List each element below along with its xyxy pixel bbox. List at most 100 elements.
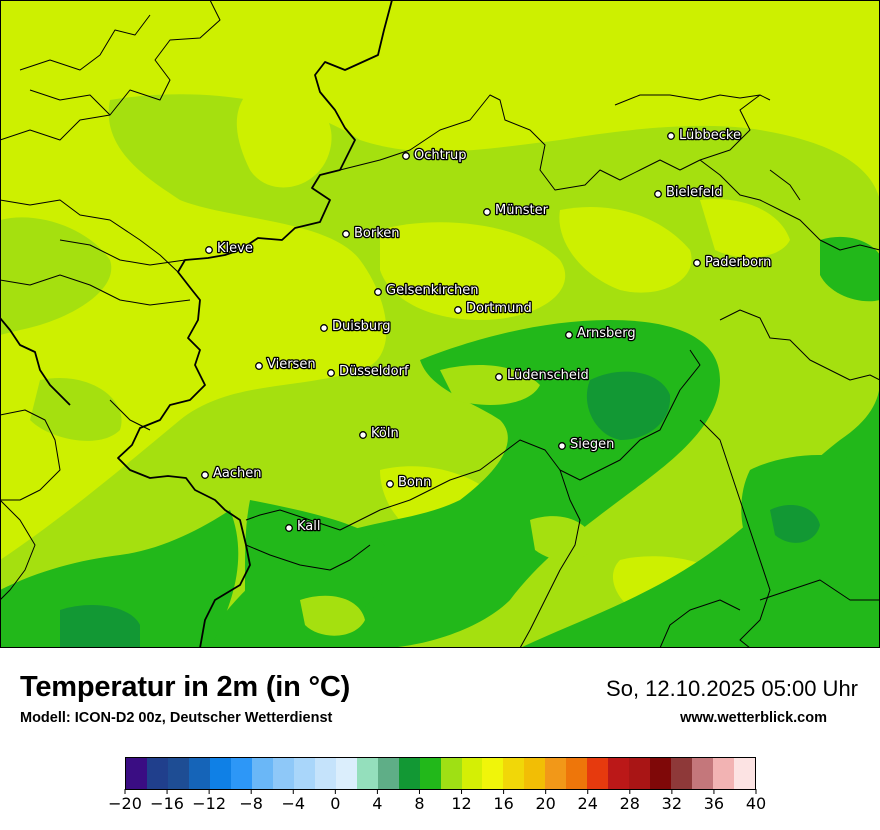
colorbar-tick-label: 20 bbox=[535, 794, 556, 813]
city-ochtrup[interactable]: Ochtrup bbox=[402, 147, 468, 164]
colorbar-swatch bbox=[440, 758, 462, 789]
forecast-datetime: So, 12.10.2025 05:00 Uhr bbox=[606, 676, 858, 701]
colorbar-swatch bbox=[126, 758, 147, 789]
colorbar-swatch bbox=[482, 758, 504, 789]
colorbar-swatch bbox=[587, 758, 609, 789]
city-viersen[interactable]: Viersen bbox=[255, 356, 317, 373]
city-label: Borken bbox=[354, 226, 400, 241]
city-siegen[interactable]: Siegen bbox=[558, 436, 616, 453]
colorbar-swatch bbox=[461, 758, 483, 789]
city-marker bbox=[402, 152, 410, 160]
source-link[interactable]: www.wetterblick.com bbox=[680, 710, 827, 726]
city-marker bbox=[558, 442, 566, 450]
city-label: Gelsenkirchen bbox=[386, 283, 479, 298]
city-label: Lübbecke bbox=[679, 128, 741, 143]
city-label: Düsseldorf bbox=[339, 364, 409, 379]
colorbar-swatch bbox=[314, 758, 336, 789]
city-duisburg[interactable]: Duisburg bbox=[320, 318, 392, 335]
city-marker bbox=[495, 373, 503, 381]
colorbar-swatch bbox=[671, 758, 693, 789]
colorbar-tick-label: 32 bbox=[661, 794, 683, 813]
colorbar-tick-label: 4 bbox=[372, 794, 383, 813]
colorbar-swatch bbox=[545, 758, 567, 789]
colorbar-tick-label: −12 bbox=[192, 794, 227, 813]
colorbar-tick-label: 24 bbox=[577, 794, 598, 813]
colorbar-swatch bbox=[188, 758, 210, 789]
city-arnsberg[interactable]: Arnsberg bbox=[565, 325, 637, 342]
city-koeln[interactable]: Köln bbox=[359, 425, 400, 442]
city-muenster[interactable]: Münster bbox=[483, 202, 550, 219]
city-label: Bielefeld bbox=[666, 185, 723, 200]
city-aachen[interactable]: Aachen bbox=[201, 465, 263, 482]
colorbar-tickmarks bbox=[124, 789, 757, 794]
colorbar-swatch bbox=[293, 758, 315, 789]
city-kleve[interactable]: Kleve bbox=[205, 240, 254, 257]
colorbar-tick-label: 36 bbox=[703, 794, 725, 813]
colorbar-swatch bbox=[272, 758, 294, 789]
city-marker bbox=[386, 480, 394, 488]
temperature-zone-8 bbox=[60, 371, 820, 648]
colorbar-swatch bbox=[713, 758, 735, 789]
city-label: Münster bbox=[495, 203, 549, 218]
city-borken[interactable]: Borken bbox=[342, 225, 401, 242]
colorbar-swatch bbox=[335, 758, 357, 789]
temperature-map: Lübbecke Ochtrup Bielefeld Münster Borke… bbox=[0, 0, 880, 648]
city-label: Arnsberg bbox=[577, 326, 636, 341]
city-luedenscheid[interactable]: Lüdenscheid bbox=[495, 367, 590, 384]
city-marker bbox=[565, 331, 573, 339]
model-info: Modell: ICON-D2 00z, Deutscher Wetterdie… bbox=[20, 710, 333, 726]
colorbar-swatch bbox=[650, 758, 672, 789]
city-label: Duisburg bbox=[332, 319, 391, 334]
colorbar-tick-label: −4 bbox=[281, 794, 306, 813]
city-luebbecke[interactable]: Lübbecke bbox=[667, 127, 742, 144]
city-bielefeld[interactable]: Bielefeld bbox=[654, 184, 724, 201]
city-marker bbox=[255, 362, 263, 370]
colorbar-swatch bbox=[146, 758, 168, 789]
city-label: Siegen bbox=[570, 437, 614, 452]
city-marker bbox=[359, 431, 367, 439]
colorbar-tick-label: −8 bbox=[239, 794, 263, 813]
colorbar-swatch bbox=[377, 758, 399, 789]
temperature-colorbar bbox=[125, 757, 756, 790]
city-duesseldorf[interactable]: Düsseldorf bbox=[327, 363, 410, 380]
city-label: Lüdenscheid bbox=[507, 368, 589, 383]
colorbar-swatch bbox=[524, 758, 546, 789]
city-marker bbox=[667, 132, 675, 140]
city-label: Kall bbox=[297, 519, 321, 534]
colorbar-swatch bbox=[608, 758, 630, 789]
city-label: Bonn bbox=[398, 475, 431, 490]
colorbar-tick-label: 28 bbox=[619, 794, 640, 813]
city-gelsenkirchen[interactable]: Gelsenkirchen bbox=[374, 282, 480, 299]
colorbar-swatch bbox=[356, 758, 378, 789]
city-paderborn[interactable]: Paderborn bbox=[693, 254, 773, 271]
city-label: Dortmund bbox=[466, 301, 532, 316]
colorbar-swatch bbox=[692, 758, 714, 789]
city-marker bbox=[454, 306, 462, 314]
city-marker bbox=[693, 259, 701, 267]
cities-layer: Lübbecke Ochtrup Bielefeld Münster Borke… bbox=[201, 127, 773, 535]
colorbar-tick-label: 16 bbox=[493, 794, 514, 813]
colorbar-swatch bbox=[251, 758, 273, 789]
colorbar-tick-labels: −20 −16 −12 −8 −4 0 4 8 12 16 20 24 28 32 36 40 bbox=[0, 794, 880, 818]
colorbar-swatch bbox=[230, 758, 252, 789]
city-marker bbox=[327, 369, 335, 377]
colorbar-tick-label: −20 bbox=[108, 794, 142, 813]
city-dortmund[interactable]: Dortmund bbox=[454, 300, 533, 317]
city-marker bbox=[320, 324, 328, 332]
colorbar-tick-label: 40 bbox=[745, 794, 767, 813]
colorbar-tick-label: −16 bbox=[150, 794, 184, 813]
colorbar-tick-label: 0 bbox=[330, 794, 341, 813]
colorbar-swatch bbox=[419, 758, 441, 789]
colorbar-swatch bbox=[167, 758, 189, 789]
city-kall[interactable]: Kall bbox=[285, 518, 322, 535]
colorbar-swatch bbox=[209, 758, 231, 789]
colorbar-tick-label: 8 bbox=[414, 794, 425, 813]
city-label: Paderborn bbox=[705, 255, 771, 270]
city-marker bbox=[205, 246, 213, 254]
city-bonn[interactable]: Bonn bbox=[386, 474, 433, 491]
map-title: Temperatur in 2m (in °C) bbox=[20, 671, 351, 703]
city-label: Ochtrup bbox=[414, 148, 467, 163]
city-marker bbox=[483, 208, 491, 216]
colorbar-swatch bbox=[566, 758, 588, 789]
city-label: Viersen bbox=[267, 357, 316, 372]
